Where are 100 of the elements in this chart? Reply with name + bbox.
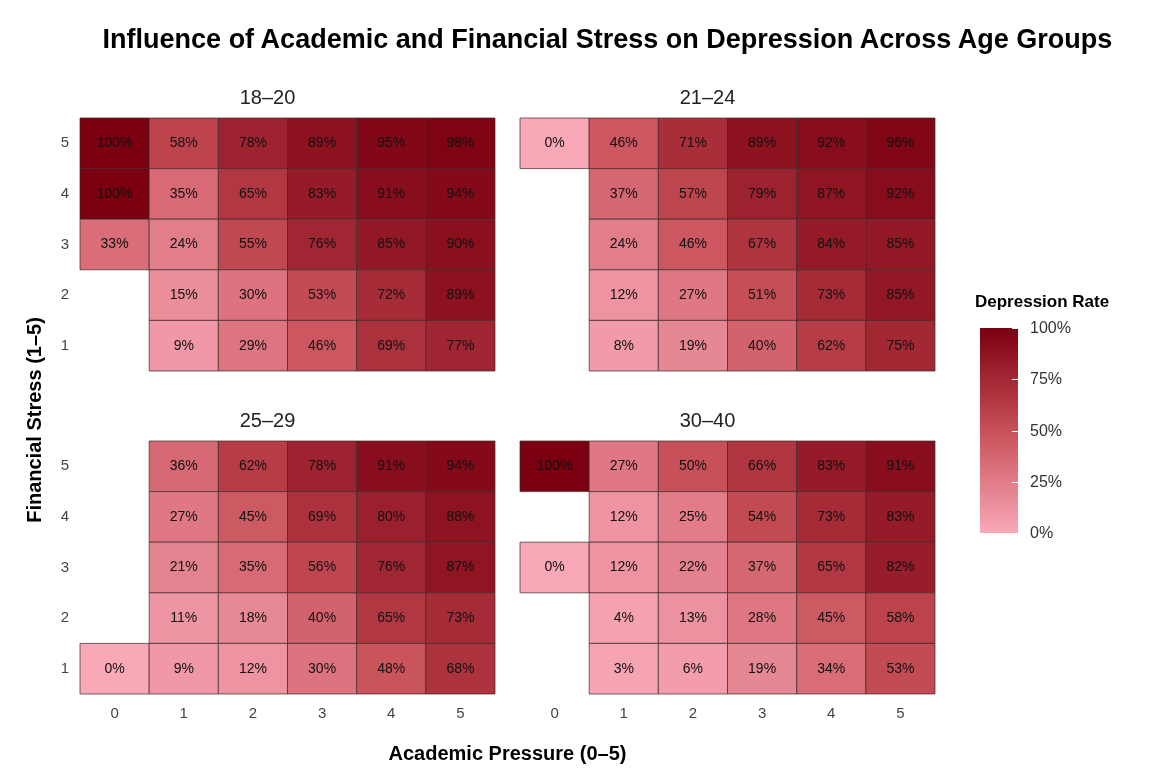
- y-tick-label: 3: [60, 234, 69, 252]
- data-label: 92%: [817, 134, 846, 151]
- data-label: 12%: [238, 659, 267, 676]
- data-label: 100%: [536, 457, 573, 474]
- data-label: 12%: [609, 285, 638, 302]
- data-label: 69%: [308, 507, 337, 524]
- data-label: 66%: [748, 457, 777, 474]
- data-label: 45%: [817, 608, 846, 625]
- data-label: 27%: [169, 507, 198, 524]
- data-label: 65%: [238, 184, 267, 201]
- data-label: 94%: [446, 457, 475, 474]
- data-label: 22%: [678, 558, 707, 575]
- data-label: 75%: [886, 336, 915, 353]
- data-label: 0%: [544, 558, 565, 575]
- data-label: 48%: [377, 659, 406, 676]
- data-label: 34%: [817, 659, 846, 676]
- data-label: 78%: [238, 134, 267, 151]
- data-label: 89%: [308, 134, 337, 151]
- data-label: 37%: [748, 558, 777, 575]
- data-label: 87%: [446, 558, 475, 575]
- x-tick-label: 5: [456, 704, 465, 722]
- data-label: 90%: [446, 235, 475, 252]
- data-label: 19%: [678, 336, 707, 353]
- data-label: 85%: [886, 285, 915, 302]
- color-bar-label: 75%: [1030, 370, 1063, 389]
- color-bar-title: Depression Rate: [975, 292, 1110, 312]
- data-label: 51%: [748, 285, 777, 302]
- data-label: 55%: [238, 235, 267, 252]
- x-tick-label: 2: [688, 704, 698, 722]
- data-label: 91%: [886, 457, 915, 474]
- data-label: 85%: [886, 235, 915, 252]
- color-bar-label: 25%: [1030, 472, 1063, 491]
- y-axis-title: Financial Stress (1–5): [22, 317, 46, 523]
- data-label: 3%: [613, 659, 634, 676]
- color-bar-label: 100%: [1030, 319, 1071, 337]
- data-label: 96%: [886, 134, 915, 151]
- y-tick-label: 5: [60, 456, 69, 474]
- data-label: 76%: [308, 235, 337, 252]
- data-label: 73%: [446, 608, 475, 625]
- data-label: 92%: [886, 184, 915, 201]
- data-label: 54%: [748, 507, 777, 524]
- data-label: 67%: [748, 235, 777, 252]
- data-label: 79%: [748, 184, 777, 201]
- data-label: 56%: [308, 558, 337, 575]
- data-label: 35%: [169, 184, 198, 201]
- data-label: 80%: [377, 507, 406, 524]
- chart-subtitle: 21–24: [679, 85, 736, 108]
- data-label: 100%: [96, 134, 133, 151]
- data-label: 89%: [748, 134, 777, 151]
- y-tick-label: 2: [60, 285, 69, 303]
- data-label: 0%: [104, 659, 125, 676]
- data-label: 88%: [446, 507, 475, 524]
- data-label: 72%: [377, 285, 406, 302]
- data-label: 27%: [609, 457, 638, 474]
- data-label: 33%: [100, 235, 129, 252]
- chart-subtitle: 18–20: [239, 85, 296, 108]
- text: Influence of Academic and Financial Stress on Depression Across Age Groups: [101, 24, 1114, 55]
- data-label: 87%: [817, 184, 846, 201]
- x-tick-label: 1: [619, 704, 628, 722]
- data-label: 37%: [609, 184, 638, 201]
- data-label: 35%: [238, 558, 267, 575]
- y-tick-label: 3: [60, 557, 69, 575]
- data-label: 73%: [817, 507, 846, 524]
- data-label: 58%: [886, 608, 915, 625]
- data-label: 83%: [817, 457, 846, 474]
- data-label: 62%: [238, 457, 267, 474]
- data-label: 68%: [446, 659, 475, 676]
- data-label: 12%: [609, 558, 638, 575]
- data-label: 83%: [886, 507, 915, 524]
- data-label: 46%: [308, 336, 337, 353]
- x-tick-label: 3: [757, 704, 767, 722]
- data-label: 83%: [308, 184, 337, 201]
- data-label: 50%: [678, 457, 707, 474]
- data-label: 13%: [678, 608, 707, 625]
- chart-subtitle: 30–40: [679, 408, 736, 431]
- data-label: 25%: [678, 507, 707, 524]
- data-label: 65%: [817, 558, 846, 575]
- data-label: 11%: [170, 608, 198, 625]
- y-tick-label: 5: [60, 133, 69, 151]
- x-tick-label: 4: [387, 704, 396, 722]
- data-label: 65%: [377, 608, 406, 625]
- color-bar-label: 0%: [1030, 524, 1054, 542]
- data-label: 28%: [748, 608, 777, 625]
- data-label: 98%: [446, 134, 475, 151]
- data-label: 29%: [238, 336, 267, 353]
- data-label: 53%: [308, 285, 337, 302]
- x-tick-label: 0: [550, 704, 559, 722]
- data-label: 78%: [308, 457, 337, 474]
- data-label: 36%: [169, 457, 198, 474]
- color-bar-label: 50%: [1030, 421, 1063, 440]
- x-tick-label: 3: [317, 704, 327, 722]
- x-tick-label: 2: [248, 704, 258, 722]
- data-label: 58%: [169, 134, 198, 151]
- data-label: 77%: [446, 336, 475, 353]
- data-label: 8%: [613, 336, 634, 353]
- data-label: 12%: [609, 507, 638, 524]
- y-tick-label: 4: [60, 184, 69, 202]
- data-label: 84%: [817, 235, 846, 252]
- data-label: 95%: [377, 134, 406, 151]
- data-label: 76%: [377, 558, 406, 575]
